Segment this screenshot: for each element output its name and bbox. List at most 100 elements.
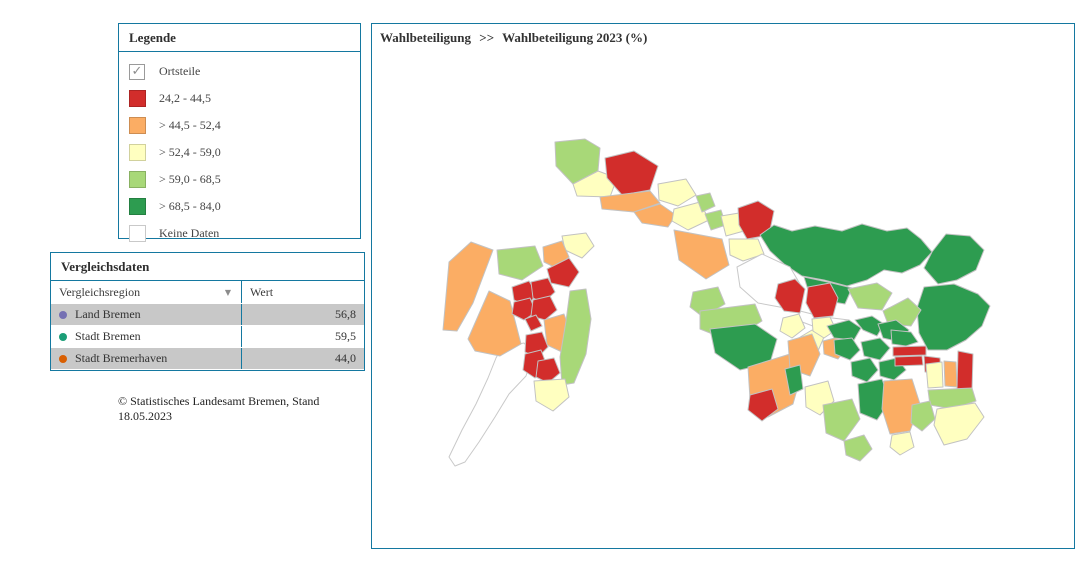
map-region[interactable] xyxy=(759,223,933,287)
legend-swatch xyxy=(129,198,146,215)
map-region[interactable] xyxy=(811,316,837,339)
comparison-value-cell: 59,5 xyxy=(241,326,364,347)
legend-swatch xyxy=(129,225,146,242)
column-header-wert[interactable]: Wert xyxy=(241,281,364,303)
map-region[interactable] xyxy=(826,319,862,341)
map-region[interactable] xyxy=(787,333,821,377)
map-region[interactable] xyxy=(784,364,804,396)
map-region[interactable] xyxy=(530,295,558,321)
map-region[interactable] xyxy=(847,282,893,311)
comparison-region-label: Stadt Bremerhaven xyxy=(75,351,168,365)
comparison-region-cell: Land Bremen xyxy=(51,304,241,325)
map-region[interactable] xyxy=(774,278,806,314)
map-region[interactable] xyxy=(943,360,958,388)
comparison-table: Vergleichsregion ▼ Wert Land Bremen 56,8 S… xyxy=(51,281,364,369)
column-header-region[interactable]: Vergleichsregion ▼ xyxy=(59,284,231,299)
map-region[interactable] xyxy=(511,297,537,321)
map-region[interactable] xyxy=(892,345,927,357)
comparison-region-cell: Stadt Bremerhaven xyxy=(51,348,241,369)
breadcrumb-section[interactable]: Wahlbeteiligung xyxy=(380,30,472,45)
legend-class-label: > 68,5 - 84,0 xyxy=(159,199,221,213)
source-note-line1: © Statistisches Landesamt Bremen, Stand xyxy=(118,394,320,408)
legend-class-row: > 59,0 - 68,5 xyxy=(129,166,360,193)
ortsteile-toggle-row[interactable]: ✓ Ortsteile xyxy=(129,58,360,85)
map-region[interactable] xyxy=(910,400,936,432)
comparison-region-label: Stadt Bremen xyxy=(75,329,141,343)
map-region[interactable] xyxy=(533,378,570,412)
map-panel: Wahlbeteiligung >> Wahlbeteiligung 2023 … xyxy=(371,23,1075,549)
legend-class-label: Keine Daten xyxy=(159,226,220,240)
map-region[interactable] xyxy=(894,355,924,367)
legend-class-row: > 52,4 - 59,0 xyxy=(129,139,360,166)
legend-class-row: Keine Daten xyxy=(129,220,360,247)
comparison-value-cell: 44,0 xyxy=(241,348,364,369)
map-canvas[interactable] xyxy=(372,49,1074,548)
map-region[interactable] xyxy=(925,361,944,389)
sort-dropdown-icon[interactable]: ▼ xyxy=(224,287,231,297)
legend-swatch xyxy=(129,117,146,134)
map-region[interactable] xyxy=(881,378,921,435)
map-region[interactable] xyxy=(860,337,891,361)
region-color-dot xyxy=(59,310,67,319)
map-region[interactable] xyxy=(467,290,522,357)
comparison-row[interactable]: Stadt Bremerhaven 44,0 xyxy=(51,348,364,369)
legend-class-label: > 59,0 - 68,5 xyxy=(159,172,221,186)
map-region[interactable] xyxy=(448,342,534,467)
map-region[interactable] xyxy=(843,434,873,462)
map-region[interactable] xyxy=(916,283,991,351)
map-region[interactable] xyxy=(604,150,659,196)
legend-class-label: > 44,5 - 52,4 xyxy=(159,118,221,132)
ortsteile-label: Ortsteile xyxy=(159,64,201,78)
legend-items: 24,2 - 44,5 > 44,5 - 52,4 > 52,4 - 59,0 > 5… xyxy=(129,85,360,247)
map-region[interactable] xyxy=(524,331,549,359)
map-region[interactable] xyxy=(889,431,915,456)
map-region[interactable] xyxy=(673,229,730,280)
comparison-region-cell: Stadt Bremen xyxy=(51,326,241,347)
legend-class-label: > 52,4 - 59,0 xyxy=(159,145,221,159)
map-region[interactable] xyxy=(747,388,779,422)
map-region[interactable] xyxy=(496,245,544,281)
comparison-row[interactable]: Land Bremen 56,8 xyxy=(51,304,364,325)
map-region[interactable] xyxy=(657,178,697,207)
map-region[interactable] xyxy=(535,357,561,384)
choropleth-map xyxy=(442,138,991,467)
legend-swatch xyxy=(129,90,146,107)
comparison-title: Vergleichsdaten xyxy=(51,253,364,281)
source-note: © Statistisches Landesamt Bremen, Stand … xyxy=(118,394,338,424)
map-region[interactable] xyxy=(822,398,861,442)
comparison-header-row: Vergleichsregion ▼ Wert xyxy=(51,281,364,303)
map-region[interactable] xyxy=(728,238,765,262)
comparison-value-cell: 56,8 xyxy=(241,304,364,325)
legend-swatch xyxy=(129,171,146,188)
legend-body: ✓ Ortsteile 24,2 - 44,5 > 44,5 - 52,4 > 52… xyxy=(119,52,360,247)
region-color-dot xyxy=(59,354,67,363)
legend-title: Legende xyxy=(119,24,360,52)
map-region[interactable] xyxy=(442,241,494,332)
map-region[interactable] xyxy=(546,257,580,288)
breadcrumb-separator: >> xyxy=(479,30,495,45)
map-region[interactable] xyxy=(779,313,806,339)
map-region[interactable] xyxy=(923,233,985,285)
breadcrumb-page: Wahlbeteiligung 2023 (%) xyxy=(502,30,648,45)
legend-panel: Legende ✓ Ortsteile 24,2 - 44,5 > 44,5 - … xyxy=(118,23,361,242)
legend-class-row: > 44,5 - 52,4 xyxy=(129,112,360,139)
comparison-row[interactable]: Stadt Bremen 59,5 xyxy=(51,326,364,347)
comparison-rows: Land Bremen 56,8 Stadt Bremen 59,5 Stadt Bre… xyxy=(51,304,364,369)
map-region[interactable] xyxy=(890,329,919,347)
map-region[interactable] xyxy=(572,170,618,198)
region-color-dot xyxy=(59,332,67,341)
comparison-panel: Vergleichsdaten Vergleichsregion ▼ Wert … xyxy=(50,252,365,371)
map-region[interactable] xyxy=(833,337,861,361)
map-region[interactable] xyxy=(695,192,716,213)
comparison-region-label: Land Bremen xyxy=(75,307,141,321)
map-region[interactable] xyxy=(933,402,985,446)
map-region[interactable] xyxy=(524,314,543,332)
map-region[interactable] xyxy=(559,288,592,386)
map-region[interactable] xyxy=(956,350,974,392)
checkbox-checked-icon[interactable]: ✓ xyxy=(129,63,145,80)
map-region[interactable] xyxy=(850,357,879,383)
map-region[interactable] xyxy=(671,201,710,231)
map-region[interactable] xyxy=(805,282,839,319)
legend-class-row: > 68,5 - 84,0 xyxy=(129,193,360,220)
